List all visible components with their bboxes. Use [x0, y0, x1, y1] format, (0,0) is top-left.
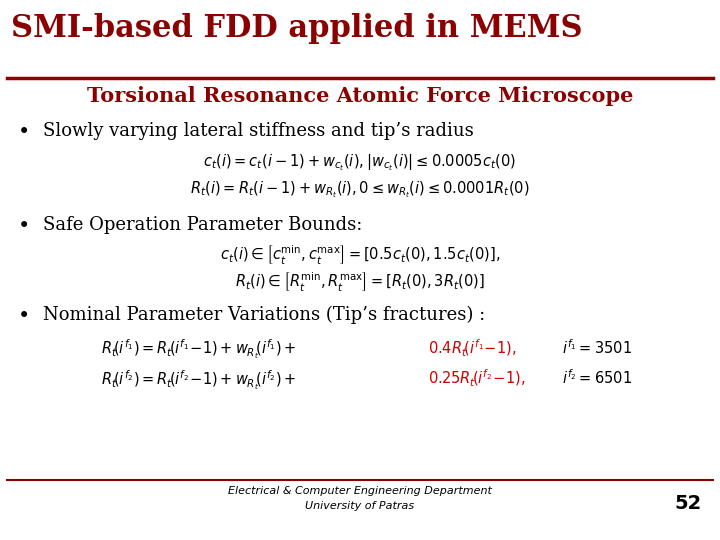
Text: Safe Operation Parameter Bounds:: Safe Operation Parameter Bounds:: [43, 216, 363, 234]
Text: Nominal Parameter Variations (Tip’s fractures) :: Nominal Parameter Variations (Tip’s frac…: [43, 306, 485, 324]
Text: Torsional Resonance Atomic Force Microscope: Torsional Resonance Atomic Force Microsc…: [87, 86, 633, 106]
Text: 52: 52: [675, 494, 702, 512]
Text: $i^{f_1} = 3501$: $i^{f_1} = 3501$: [562, 338, 631, 357]
Text: •: •: [18, 217, 30, 236]
Text: $i^{f_2} = 6501$: $i^{f_2} = 6501$: [562, 368, 631, 387]
Text: $R_t(i) \in \left[R_t^{\min}, R_t^{\max}\right] = \left[R_t(0), 3R_t(0)\right]$: $R_t(i) \in \left[R_t^{\min}, R_t^{\max}…: [235, 271, 485, 294]
Text: $0.25R_t\!\left(i^{f_2}\!-\!1\right),$: $0.25R_t\!\left(i^{f_2}\!-\!1\right),$: [428, 368, 526, 389]
Text: •: •: [18, 123, 30, 142]
Text: $c_t(i) = c_t(i-1) + w_{c_t}(i), \left|w_{c_t}(i)\right| \leq 0.0005c_t(0)$: $c_t(i) = c_t(i-1) + w_{c_t}(i), \left|w…: [204, 152, 516, 173]
Text: SMI-based FDD applied in MEMS: SMI-based FDD applied in MEMS: [11, 14, 582, 44]
Text: University of Patras: University of Patras: [305, 501, 415, 511]
Text: $R_t(i) = R_t(i-1) + w_{R_t}(i), 0 \leq w_{R_t}(i) \leq 0.0001R_t(0)$: $R_t(i) = R_t(i-1) + w_{R_t}(i), 0 \leq …: [190, 179, 530, 200]
Text: $c_t(i) \in \left[c_t^{\min}, c_t^{\max}\right] = [0.5c_t(0), 1.5c_t(0)],$: $c_t(i) \in \left[c_t^{\min}, c_t^{\max}…: [220, 244, 500, 267]
Text: $R_t\!\left(i^{f_2}\right)= R_t\!\left(i^{f_2}\!-\!1\right)+ w_{R_t}\!\left(i^{f: $R_t\!\left(i^{f_2}\right)= R_t\!\left(i…: [101, 368, 296, 392]
Text: $0.4R_t\!\left(i^{f_1}\!-\!1\right),$: $0.4R_t\!\left(i^{f_1}\!-\!1\right),$: [428, 338, 517, 359]
Text: Electrical & Computer Engineering Department: Electrical & Computer Engineering Depart…: [228, 486, 492, 496]
Text: Slowly varying lateral stiffness and tip’s radius: Slowly varying lateral stiffness and tip…: [43, 122, 474, 140]
Text: •: •: [18, 307, 30, 326]
Text: $R_t\!\left(i^{f_1}\right)= R_t\!\left(i^{f_1}\!-\!1\right)+ w_{R_t}\!\left(i^{f: $R_t\!\left(i^{f_1}\right)= R_t\!\left(i…: [101, 338, 296, 361]
